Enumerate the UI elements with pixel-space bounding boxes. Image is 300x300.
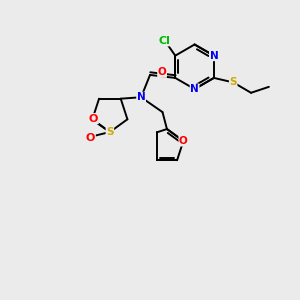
Text: O: O [158, 67, 167, 77]
Text: S: S [106, 127, 114, 137]
Text: O: O [86, 133, 95, 143]
Text: O: O [89, 114, 98, 124]
Text: S: S [230, 77, 237, 87]
Text: Cl: Cl [159, 36, 171, 46]
Text: O: O [179, 136, 188, 146]
Text: N: N [209, 51, 218, 61]
Text: N: N [137, 92, 146, 102]
Text: N: N [190, 84, 199, 94]
